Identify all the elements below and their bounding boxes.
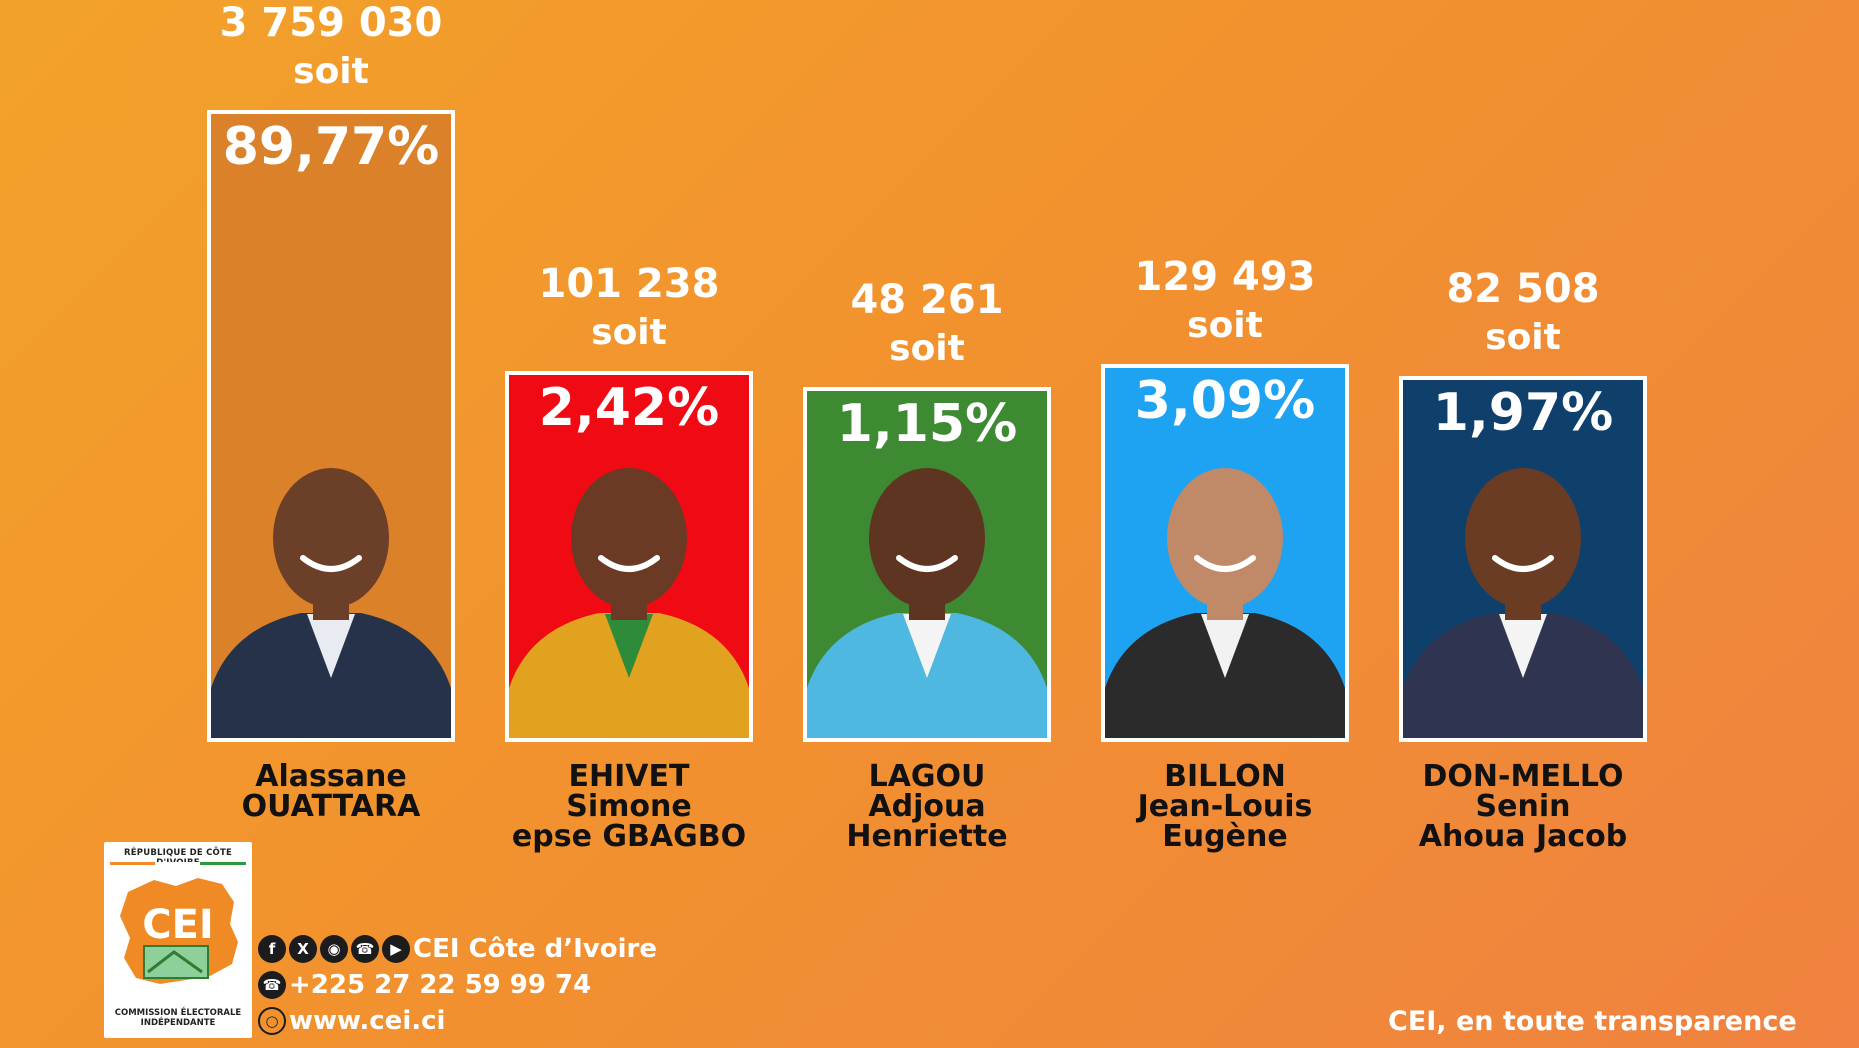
facebook-icon[interactable]: f (258, 935, 286, 963)
soit-label: soit (1485, 317, 1561, 359)
vote-count-label: 48 261 (850, 277, 1004, 323)
tagline: CEI, en toute transparence (1388, 1006, 1797, 1037)
candidate-name-line: Adjoua (868, 789, 986, 824)
vote-count-label: 101 238 (538, 261, 720, 308)
candidate-name-line: BILLON (1164, 759, 1286, 794)
social-label: CEI Côte d’Ivoire (413, 934, 657, 964)
result-bar: 2,42% (505, 371, 753, 742)
social-row: f X ◉ ☎ ▶ CEI Côte d’Ivoire (258, 934, 657, 964)
candidate-name-line: Senin (1475, 789, 1571, 824)
candidate-portrait (1403, 467, 1643, 738)
cei-logo: RÉPUBLIQUE DE CÔTE D'IVOIRE CEI COMMISSI… (104, 842, 252, 1038)
candidate-name-line: Alassane (255, 759, 407, 794)
phone-icon: ☎ (258, 971, 286, 999)
candidate-portrait (509, 467, 749, 738)
percent-label: 1,97% (1432, 383, 1614, 444)
logo-commission-text: COMMISSION ÉLECTORALE INDÉPENDANTE (114, 1008, 242, 1028)
phone-number[interactable]: +225 27 22 59 99 74 (289, 970, 592, 1000)
candidate-name-line: Jean-Louis (1137, 789, 1313, 824)
result-bar: 1,15% (803, 387, 1051, 742)
soit-label: soit (889, 328, 965, 369)
logo-flag-stripe (110, 862, 246, 865)
candidate-name-line: LAGOU (868, 759, 986, 794)
globe-icon: ○ (258, 1007, 286, 1035)
percent-label: 1,15% (836, 394, 1018, 454)
candidate-name-line: Ahoua Jacob (1418, 819, 1628, 854)
candidate-name: Alassane OUATTARA (191, 762, 471, 822)
candidate-portrait (1105, 467, 1345, 738)
result-bar: 1,97% (1399, 376, 1647, 742)
soit-label: soit (591, 312, 667, 354)
ivory-coast-map-icon (120, 878, 238, 984)
candidate-portrait (807, 468, 1047, 738)
soit-label: soit (293, 51, 369, 92)
candidate-name: BILLON Jean-Louis Eugène (1085, 762, 1365, 852)
website-row: ○ www.cei.ci (258, 1006, 445, 1036)
vote-count-label: 129 493 (1134, 254, 1316, 301)
logo-republic-text: RÉPUBLIQUE DE CÔTE D'IVOIRE (124, 848, 232, 868)
candidate-name-line: EHIVET (568, 759, 690, 794)
whatsapp-icon[interactable]: ☎ (351, 935, 379, 963)
candidate-name-line: Simone (566, 789, 692, 824)
result-bar: 3,09% (1101, 364, 1349, 742)
phone-row: ☎ +225 27 22 59 99 74 (258, 970, 591, 1000)
candidate-name-line: OUATTARA (241, 789, 421, 824)
percent-label: 3,09% (1134, 371, 1316, 432)
soit-label: soit (1187, 305, 1263, 347)
percent-label: 2,42% (538, 378, 720, 439)
website-link[interactable]: www.cei.ci (289, 1006, 446, 1036)
candidate-name: LAGOU Adjoua Henriette (787, 762, 1067, 852)
vote-count-label: 82 508 (1446, 266, 1600, 313)
vote-count-label: 3 759 030 (219, 0, 443, 46)
candidate-portrait (211, 468, 451, 738)
candidate-name-line: DON-MELLO (1422, 759, 1624, 794)
instagram-icon[interactable]: ◉ (320, 935, 348, 963)
candidate-name: EHIVET Simone epse GBAGBO (489, 762, 769, 852)
percent-label: 89,77% (222, 117, 440, 177)
result-bar: 89,77% (207, 110, 455, 742)
candidate-name-line: Henriette (846, 819, 1008, 854)
youtube-icon[interactable]: ▶ (382, 935, 410, 963)
candidate-name-line: epse GBAGBO (511, 819, 747, 854)
candidate-name-line: Eugène (1162, 819, 1288, 854)
x-icon[interactable]: X (289, 935, 317, 963)
candidate-name: DON-MELLO Senin Ahoua Jacob (1383, 762, 1663, 852)
logo-acronym: CEI (142, 902, 214, 948)
